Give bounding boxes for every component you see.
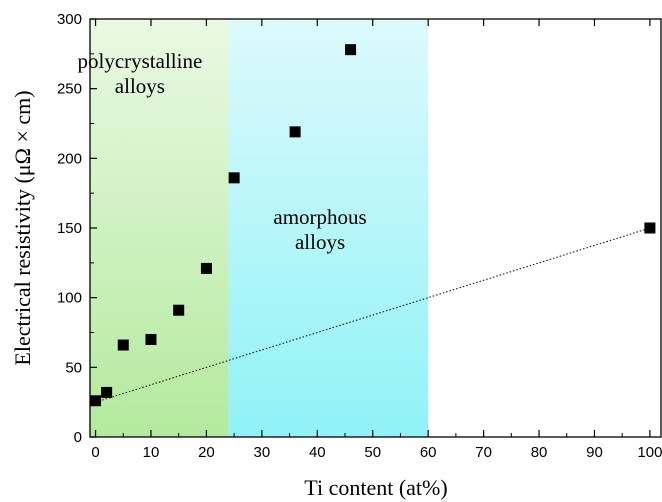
annotation-line: alloys [295, 230, 345, 254]
data-point [644, 222, 656, 234]
x-tick-label: 50 [364, 444, 381, 461]
y-tick-label: 300 [57, 11, 82, 28]
annotation-line: alloys [115, 74, 165, 98]
annotation-line: polycrystalline [77, 49, 202, 73]
x-tick-label: 70 [475, 444, 492, 461]
y-tick-label: 50 [65, 359, 82, 376]
x-tick-label: 10 [143, 444, 160, 461]
x-tick-label: 20 [198, 444, 215, 461]
x-tick-label: 0 [91, 444, 99, 461]
x-tick-label: 40 [309, 444, 326, 461]
data-point [90, 395, 102, 407]
data-point [200, 262, 212, 274]
data-point [145, 333, 157, 345]
y-tick-label: 100 [57, 290, 82, 307]
trend-line [95, 227, 651, 403]
data-point [228, 172, 240, 184]
y-tick-label: 0 [74, 429, 82, 446]
x-tick-label: 100 [637, 444, 662, 461]
trend-layer [95, 227, 651, 403]
y-tick-label: 150 [57, 220, 82, 237]
data-point [117, 339, 129, 351]
region-annotation: polycrystalline alloys [77, 49, 202, 98]
shaded-region [228, 19, 429, 437]
points-layer [90, 44, 656, 407]
axes-layer: 0 10 20 30 40 50 60 70 80 90 100 0 50 100 150 200 250 300 [57, 11, 662, 461]
x-tick-label: 80 [531, 444, 548, 461]
y-axis-title: Electrical resistivity (μΩ × cm) [10, 90, 35, 365]
x-axis-title: Ti content (at%) [304, 475, 447, 500]
data-point [289, 126, 301, 138]
y-tick-label: 200 [57, 150, 82, 167]
region-layer [90, 19, 429, 437]
annotation-line: amorphous [273, 205, 366, 229]
region-annotation: amorphous alloys [273, 205, 366, 254]
y-tick-label: 250 [57, 81, 82, 98]
x-tick-label: 90 [586, 444, 603, 461]
data-point [345, 44, 357, 56]
x-tick-label: 60 [420, 444, 437, 461]
x-tick-label: 30 [254, 444, 271, 461]
data-point [173, 304, 185, 316]
shaded-region [90, 19, 229, 437]
data-point [101, 386, 113, 398]
